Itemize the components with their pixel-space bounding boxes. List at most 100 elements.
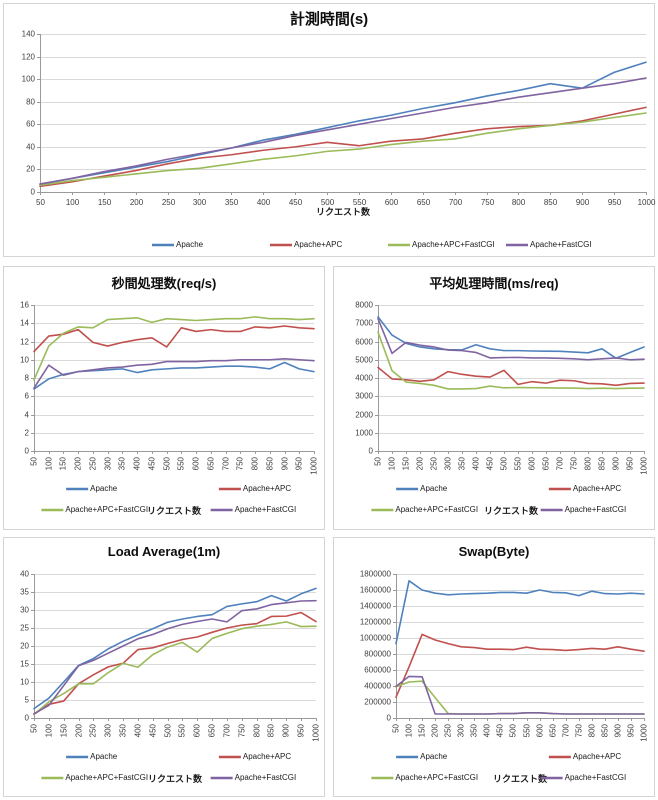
legend-label-1: Apache+APC [294,240,342,249]
x-tick-label: 350 [119,723,128,737]
legend-label-3: Apache+FastCGI [565,505,627,514]
series-line-3 [395,675,645,715]
series-line-1 [33,611,317,716]
series-line-3 [33,358,315,389]
x-tick-label: 200 [431,723,440,737]
x-tick-label: 250 [89,723,98,737]
y-tick-label: 200000 [364,698,391,707]
x-tick-label: 850 [601,723,610,737]
x-tick-label: 550 [523,723,532,737]
series-line-0 [395,579,645,645]
y-tick-label: 600000 [364,666,391,675]
y-tick-label: 140 [22,30,36,39]
x-axis-title: リクエスト数 [148,773,203,784]
x-tick-label: 1000 [638,198,656,207]
x-tick-label: 700 [449,198,463,207]
y-tick-label: 8 [25,374,30,383]
legend-label-2: Apache+APC+FastCGI [395,505,478,514]
chart-title-measure-time: 計測時間(s) [289,11,369,28]
x-tick-label: 900 [614,723,623,737]
chart-title-load-average: Load Average(1m) [107,544,221,559]
series-line-0 [33,587,317,710]
x-tick-label: 450 [289,198,303,207]
series-line-0 [39,61,647,185]
series-line-1 [395,633,645,698]
legend-label-0: Apache [90,752,118,761]
x-tick-label: 950 [608,198,622,207]
x-tick-label: 600 [193,723,202,737]
legend-label-2: Apache+APC+FastCGI [65,505,148,514]
x-tick-label: 500 [509,723,518,737]
x-tick-label: 400 [257,198,271,207]
series-line-1 [377,366,645,387]
chart-title-requests-per-second: 秒間処理数(req/s) [111,276,217,291]
y-tick-label: 800000 [364,650,391,659]
x-tick-label: 100 [405,723,414,737]
y-tick-label: 5 [25,696,30,705]
x-tick-label: 600 [536,723,545,737]
legend-label-3: Apache+FastCGI [235,773,297,782]
x-tick-label: 650 [549,723,558,737]
legend-label-0: Apache [420,484,448,493]
x-tick-label: 200 [416,456,425,470]
x-tick-label: 150 [98,198,112,207]
x-axis-title: リクエスト数 [493,773,548,784]
x-tick-label: 450 [148,456,157,470]
legend-label-2: Apache+APC+FastCGI [395,773,478,782]
chart-svg-measure-time: 0 20 40 60 80 100 120 140 50 100 150 200 250 300 350 40… [22,30,656,250]
legend-label-1: Apache+APC [243,752,291,761]
y-tick-label: 2000 [355,411,373,420]
legend-label-0: Apache [420,752,448,761]
y-tick-label: 5000 [355,356,373,365]
y-tick-label: 20 [26,165,35,174]
chart-svg-load-average: 0 5 10 15 20 25 30 35 40 50 100 150 200 250 300 350 400 4… [20,570,321,784]
y-tick-label: 7000 [355,319,373,328]
chart-panel-requests-per-second: 秒間処理数(req/s) 0 2 4 6 8 10 12 14 16 50 100 150 200 250… [3,266,325,530]
x-tick-label: 550 [178,723,187,737]
x-tick-label: 750 [481,198,495,207]
chart-panel-load-average: Load Average(1m) 0 5 10 15 20 25 30 35 40 50 100 15… [3,537,325,797]
legend-label-3: Apache+FastCGI [235,505,297,514]
x-tick-label: 850 [598,456,607,470]
x-tick-label: 1000 [310,456,319,474]
x-tick-label: 1000 [640,723,649,741]
y-tick-label: 10 [20,356,29,365]
x-tick-label: 650 [417,198,431,207]
y-tick-label: 0 [25,714,30,723]
x-tick-label: 500 [163,456,172,470]
y-tick-label: 1800000 [360,570,392,579]
legend-label-1: Apache+APC [243,484,291,493]
x-tick-label: 700 [556,456,565,470]
series-line-0 [33,361,315,390]
x-tick-label: 600 [385,198,399,207]
x-tick-label: 350 [458,456,467,470]
legend-label-0: Apache [176,240,204,249]
x-tick-label: 150 [60,723,69,737]
x-tick-label: 1000 [312,723,321,741]
x-tick-label: 700 [222,456,231,470]
y-tick-label: 0 [31,188,36,197]
x-tick-label: 350 [225,198,239,207]
x-tick-label: 200 [74,456,83,470]
y-tick-label: 30 [20,606,29,615]
x-tick-label: 150 [59,456,68,470]
y-tick-label: 1200000 [360,618,392,627]
series-line-3 [39,77,647,185]
x-tick-label: 750 [236,456,245,470]
x-tick-label: 400 [483,723,492,737]
x-tick-label: 950 [627,723,636,737]
x-tick-label: 700 [223,723,232,737]
x-tick-label: 400 [133,456,142,470]
x-tick-label: 750 [570,456,579,470]
x-tick-label: 200 [130,198,144,207]
y-tick-label: 4 [25,411,30,420]
x-tick-label: 800 [584,456,593,470]
chart-panel-swap-byte: Swap(Byte) 0 200000 400000 600000 800000 1000… [333,537,655,797]
series-line-0 [377,316,645,360]
x-tick-label: 350 [470,723,479,737]
y-tick-label: 400000 [364,682,391,691]
x-tick-label: 500 [321,198,335,207]
x-tick-label: 300 [193,198,207,207]
x-tick-label: 550 [514,456,523,470]
